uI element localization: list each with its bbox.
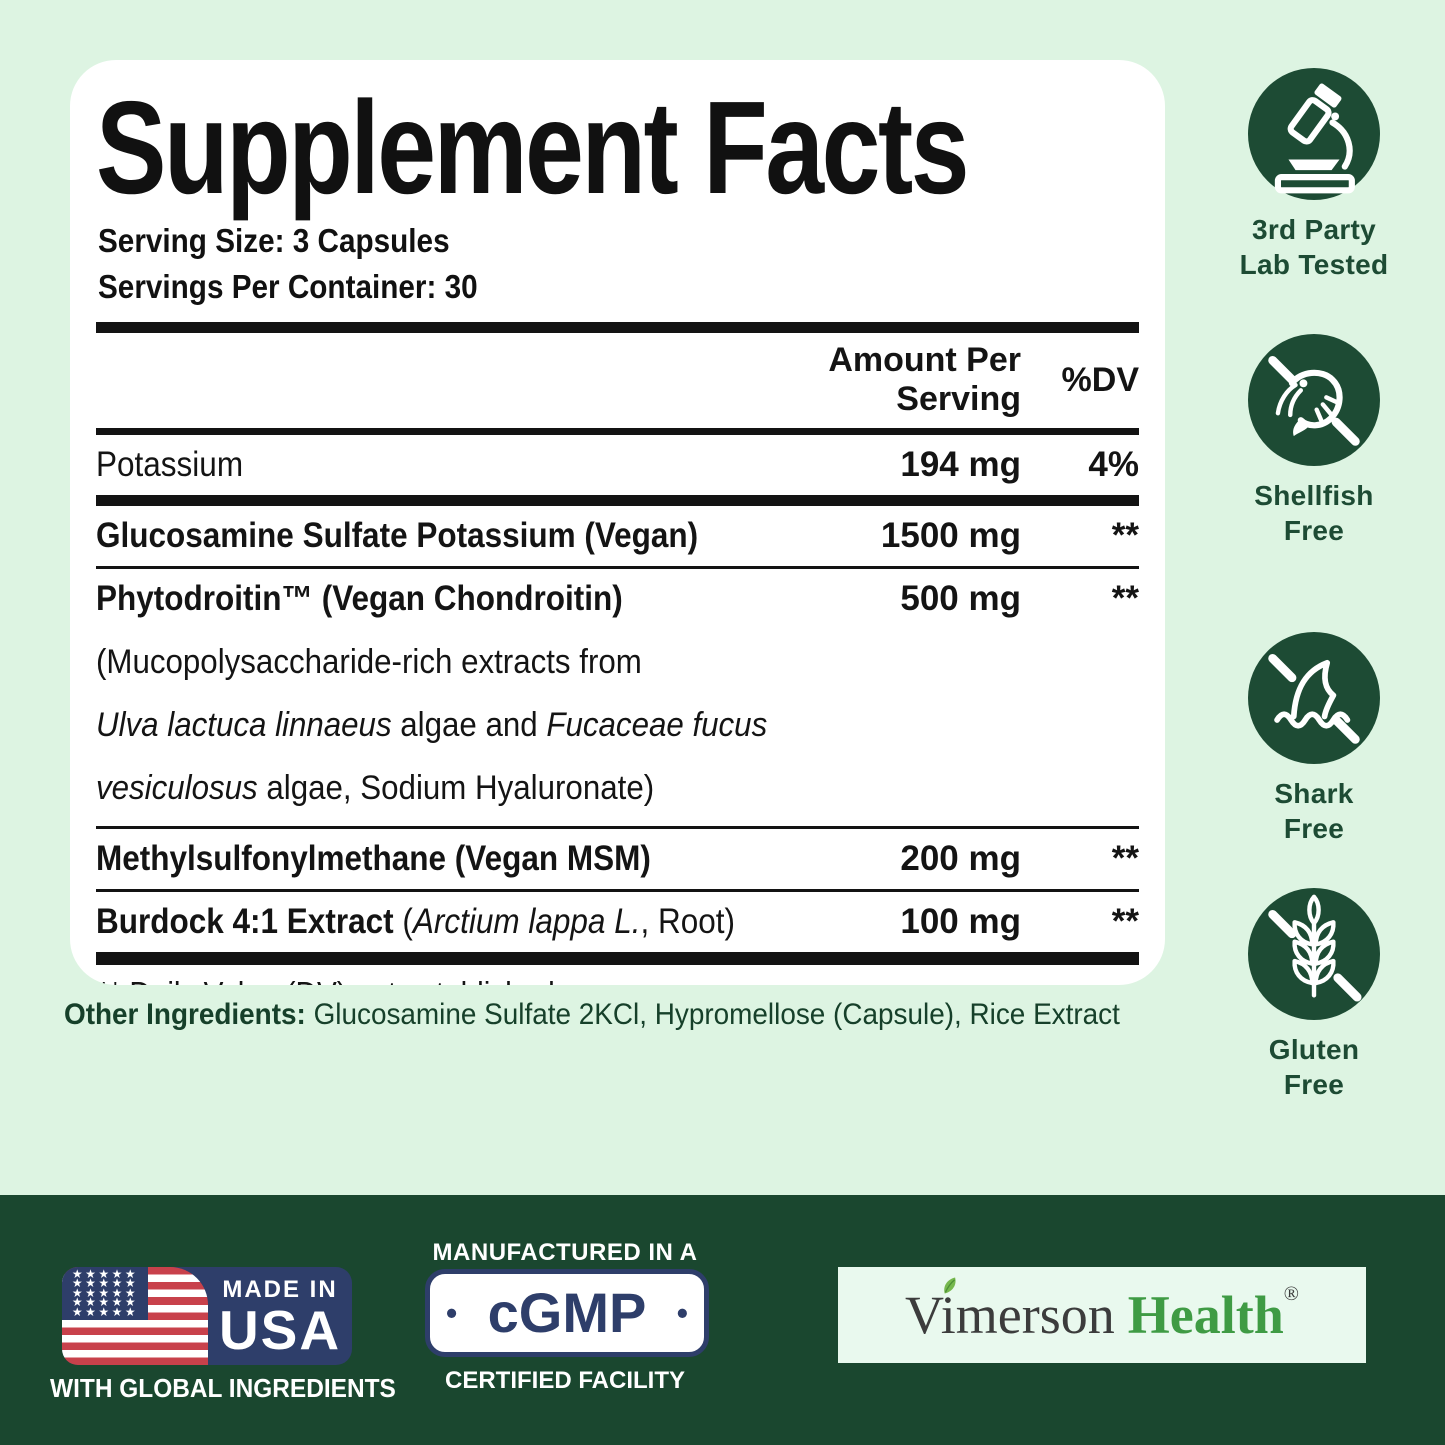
- ingredient-name: Burdock 4:1 Extract (Arctium lappa L., R…: [96, 902, 736, 942]
- divider-thin: [96, 889, 1139, 893]
- cgmp-dot: •: [446, 1295, 458, 1331]
- badge-label: Gluten Free: [1268, 1034, 1360, 1100]
- column-header-dv: %DV: [1061, 360, 1139, 399]
- table-header-row: Amount Per Serving %DV: [96, 333, 1139, 428]
- divider-thick: [96, 495, 1139, 507]
- badge-label: Shark Free: [1274, 778, 1354, 844]
- table-row: Burdock 4:1 Extract (Arctium lappa L., R…: [96, 892, 1139, 952]
- ingredient-dv: **: [1111, 579, 1139, 619]
- divider-thin: [96, 826, 1139, 830]
- table-row: Methylsulfonylmethane (Vegan MSM) 200 mg…: [96, 829, 1139, 889]
- ingredient-name: Glucosamine Sulfate Potassium (Vegan): [96, 516, 699, 556]
- badge-circle: [1248, 632, 1380, 764]
- cgmp-label: cGMP: [487, 1281, 647, 1344]
- table-row: Potassium 194 mg 4%: [96, 435, 1139, 495]
- vimerson-health-logo: Vimerson Health ®: [838, 1267, 1366, 1363]
- dv-footnote: ** Daily Value (DV) not established: [98, 975, 555, 985]
- ingredient-amount: 500 mg: [900, 579, 1021, 619]
- table-row: Glucosamine Sulfate Potassium (Vegan) 15…: [96, 506, 1139, 566]
- description-line: (Mucopolysaccharide-rich extracts from: [96, 643, 642, 682]
- cgmp-dot: •: [676, 1295, 688, 1331]
- usa-flag: ★★★★★ ★★★★★ ★★★★★ ★★★★★ ★★★★★: [62, 1267, 208, 1365]
- badge-circle: [1248, 68, 1380, 200]
- ingredient-dv: 4%: [1088, 445, 1139, 485]
- latin-name: Arctium lappa L.: [412, 902, 641, 942]
- microscope-icon: [1274, 83, 1355, 194]
- cgmp-badge: • cGMP •: [425, 1269, 709, 1357]
- divider-thin: [96, 566, 1139, 570]
- description-line: algae, Sodium Hyaluronate): [257, 769, 655, 808]
- ingredient-amount: 100 mg: [900, 902, 1021, 942]
- footer-band: ★★★★★ ★★★★★ ★★★★★ ★★★★★ ★★★★★ MADE IN US…: [0, 1195, 1445, 1445]
- no-gluten-icon: [1268, 894, 1362, 1002]
- divider-medium: [96, 428, 1139, 436]
- divider-thick: [96, 322, 1139, 334]
- brand-name: Vimerson: [905, 1277, 1115, 1346]
- ingredient-name: Methylsulfonylmethane (Vegan MSM): [96, 839, 651, 879]
- latin-name: Ulva lactuca linnaeus: [96, 706, 392, 745]
- badge-shark-free: Shark Free: [1233, 632, 1395, 846]
- serving-info: Serving Size: 3 Capsules Servings Per Co…: [98, 218, 1139, 310]
- column-header-amount: Amount Per Serving: [828, 341, 1021, 419]
- badge-circle: [1248, 334, 1380, 466]
- servings-per-container: Servings Per Container: 30: [98, 268, 478, 306]
- page-title: Supplement Facts: [96, 74, 970, 221]
- ingredient-name: Potassium: [96, 445, 244, 485]
- made-in-usa-text: MADE IN USA: [218, 1275, 342, 1361]
- ingredient-dv: **: [1111, 516, 1139, 556]
- cgmp-top-text: MANUFACTURED IN A: [432, 1239, 698, 1266]
- badge-circle: [1248, 888, 1380, 1020]
- latin-name: vesiculosus: [96, 769, 258, 808]
- badge-label: 3rd Party Lab Tested: [1239, 214, 1389, 280]
- ingredient-amount: 194 mg: [900, 445, 1021, 485]
- other-ingredients: Other Ingredients: Glucosamine Sulfate 2…: [64, 998, 1329, 1032]
- cgmp-bottom-text: CERTIFIED FACILITY: [445, 1367, 685, 1394]
- description-line: algae and: [391, 706, 547, 745]
- table-row: Phytodroitin™ (Vegan Chondroitin) 500 mg…: [96, 569, 1139, 629]
- other-ingredients-text: Glucosamine Sulfate 2KCl, Hypromellose (…: [305, 998, 1120, 1031]
- ingredient-amount: 1500 mg: [880, 516, 1021, 556]
- ingredient-name: Phytodroitin™ (Vegan Chondroitin): [96, 579, 623, 619]
- ingredient-dv: **: [1111, 902, 1139, 942]
- brand-name-health: Health: [1127, 1285, 1284, 1345]
- no-shellfish-icon: [1268, 356, 1360, 446]
- other-ingredients-label: Other Ingredients:: [64, 998, 306, 1031]
- ingredient-amount: 200 mg: [900, 839, 1021, 879]
- registered-mark: ®: [1283, 1283, 1299, 1305]
- made-in-usa-badge: ★★★★★ ★★★★★ ★★★★★ ★★★★★ ★★★★★ MADE IN US…: [62, 1267, 352, 1365]
- supplement-facts-panel: Supplement Facts Serving Size: 3 Capsule…: [70, 60, 1165, 985]
- leaf-icon: [944, 1277, 956, 1294]
- badge-lab-tested: 3rd Party Lab Tested: [1233, 68, 1395, 282]
- global-ingredients-tagline: WITH GLOBAL INGREDIENTS: [50, 1373, 396, 1403]
- ingredient-description: (Mucopolysaccharide-rich extracts from U…: [96, 631, 1139, 820]
- badge-gluten-free: Gluten Free: [1233, 888, 1395, 1102]
- badge-label: Shellfish Free: [1254, 480, 1374, 546]
- divider-thick: [96, 952, 1139, 966]
- flag-canton: ★★★★★ ★★★★★ ★★★★★ ★★★★★ ★★★★★: [62, 1267, 148, 1320]
- latin-name: Fucaceae fucus: [546, 706, 768, 745]
- badge-shellfish-free: Shellfish Free: [1233, 334, 1395, 548]
- no-shark-icon: [1268, 654, 1360, 744]
- serving-size: Serving Size: 3 Capsules: [98, 222, 450, 259]
- ingredient-dv: **: [1111, 839, 1139, 879]
